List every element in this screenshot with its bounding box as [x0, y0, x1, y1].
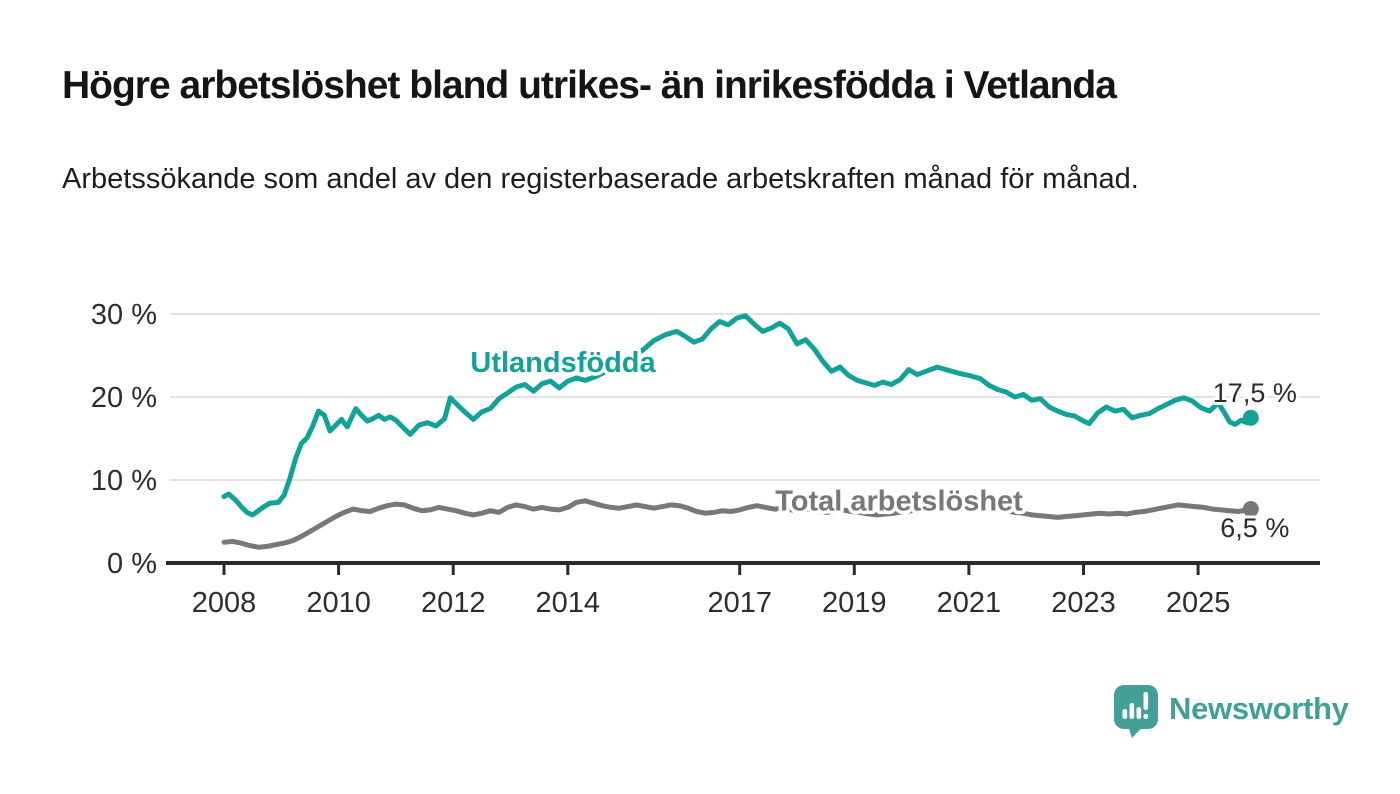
x-axis-label-2012: 2012	[421, 587, 486, 619]
end-value-label-utlandsfodda: 17,5 %	[1213, 378, 1297, 408]
brand-name: Newsworthy	[1169, 691, 1349, 726]
x-axis-label-2014: 2014	[536, 587, 601, 619]
newsworthy-logo-icon	[1114, 685, 1158, 738]
y-axis-label-10: 10 %	[91, 465, 157, 497]
logo-bars-icon	[1122, 692, 1149, 719]
end-dot-utlandsfodda	[1242, 409, 1259, 426]
brand-footer: Newsworthy	[1113, 684, 1349, 740]
y-axis-label-20: 20 %	[91, 382, 157, 414]
x-axis-label-2025: 2025	[1166, 587, 1231, 619]
end-value-label-total-arbetsloshet: 6,5 %	[1220, 513, 1289, 543]
series-label-utlandsfodda: Utlandsfödda	[470, 347, 656, 379]
x-axis-label-2010: 2010	[306, 587, 371, 619]
series-label-total-arbetsloshet: Total arbetslöshet	[775, 486, 1023, 518]
page-title: Högre arbetslöshet bland utrikes- än inr…	[62, 64, 1117, 107]
x-axis-label-2019: 2019	[822, 587, 887, 619]
x-axis-label-2008: 2008	[192, 587, 257, 619]
y-axis-label-30: 30 %	[91, 299, 157, 331]
x-axis-label-2017: 2017	[707, 587, 772, 619]
y-axis-label-0: 0 %	[107, 548, 157, 580]
end-dot-total-arbetsloshet	[1242, 501, 1259, 518]
line-total-arbetsloshet	[221, 498, 1254, 550]
chart-subtitle: Arbetssökande som andel av den registerb…	[62, 163, 1139, 195]
line-utlandsfodda	[221, 313, 1254, 518]
x-axis-label-2021: 2021	[937, 587, 1002, 619]
x-axis-label-2023: 2023	[1051, 587, 1116, 619]
